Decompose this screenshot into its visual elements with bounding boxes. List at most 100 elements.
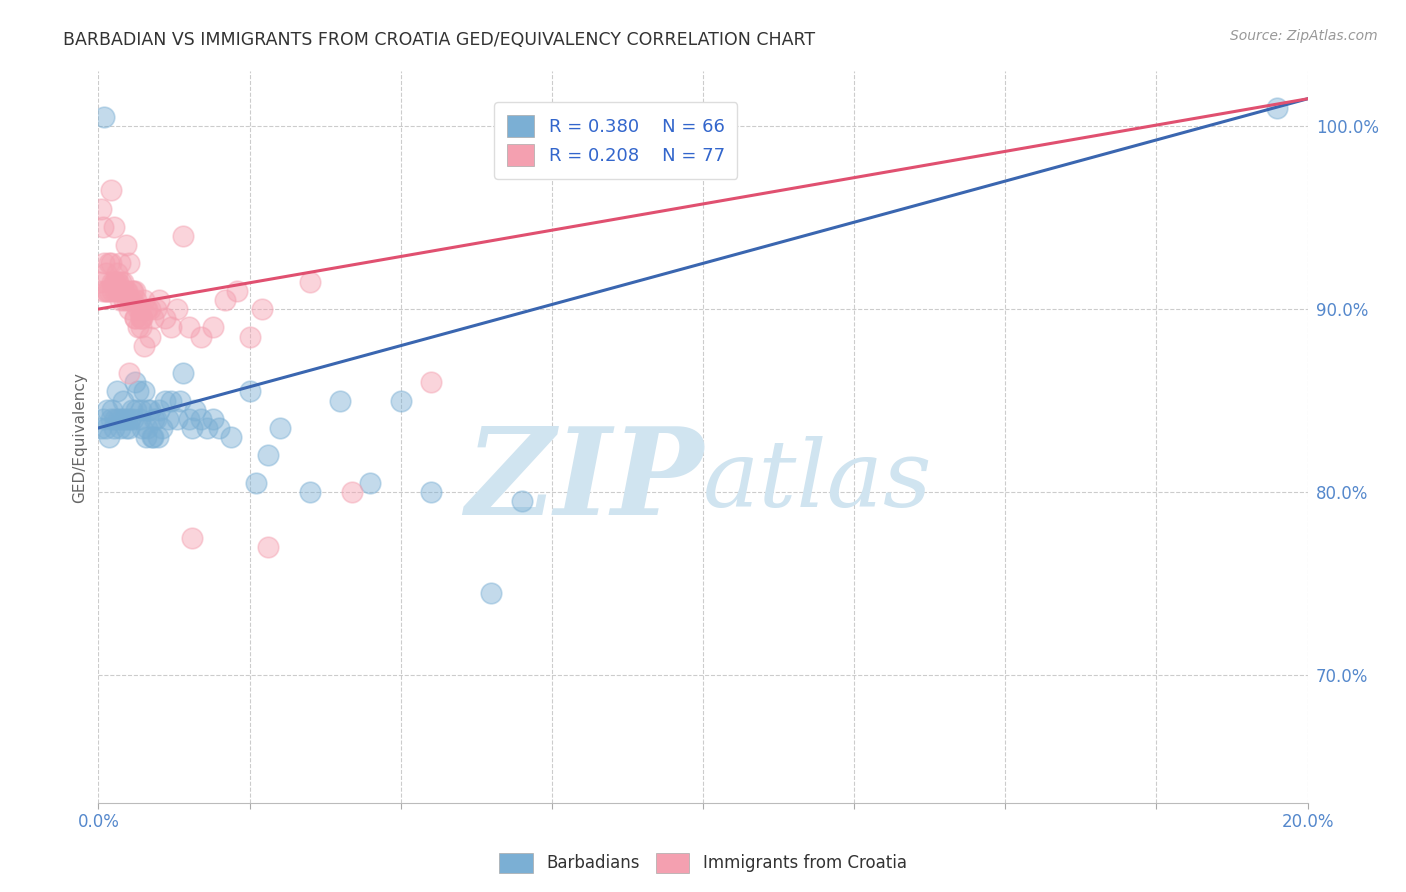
Point — [125, 293, 148, 307]
Point — [135, 421, 157, 435]
Point — [105, 275, 128, 289]
Point — [195, 421, 218, 435]
Point — [250, 301, 273, 317]
Point — [139, 402, 162, 417]
Point — [108, 421, 131, 435]
Point — [166, 301, 188, 317]
Point — [129, 311, 152, 326]
Point — [202, 412, 225, 426]
Point — [100, 402, 122, 417]
Point — [299, 485, 322, 500]
Point — [1267, 101, 1289, 115]
Point — [128, 412, 150, 426]
Point — [93, 110, 115, 124]
Point — [121, 284, 143, 298]
Point — [127, 301, 149, 317]
Point — [96, 284, 118, 298]
Point — [104, 275, 127, 289]
Point — [108, 293, 131, 307]
Point — [124, 311, 146, 326]
Point — [93, 256, 115, 270]
Point — [100, 412, 122, 426]
Point — [129, 402, 152, 417]
Point — [127, 320, 149, 334]
Point — [190, 412, 212, 426]
Point — [160, 393, 183, 408]
Point — [124, 311, 146, 326]
Point — [100, 183, 122, 197]
Point — [94, 421, 117, 435]
Point — [96, 402, 118, 417]
Point — [103, 275, 125, 289]
Point — [221, 430, 243, 444]
Point — [172, 366, 194, 380]
Point — [269, 421, 291, 435]
Point — [139, 301, 162, 317]
Point — [132, 293, 155, 307]
Legend: R = 0.380    N = 66, R = 0.208    N = 77: R = 0.380 N = 66, R = 0.208 N = 77 — [495, 103, 737, 179]
Point — [121, 402, 143, 417]
Point — [112, 412, 135, 426]
Text: atlas: atlas — [703, 436, 932, 526]
Point — [190, 329, 212, 343]
Point — [94, 284, 117, 298]
Point — [208, 421, 231, 435]
Point — [91, 412, 114, 426]
Point — [181, 421, 204, 435]
Y-axis label: GED/Equivalency: GED/Equivalency — [72, 372, 87, 502]
Point — [118, 421, 141, 435]
Point — [127, 384, 149, 399]
Point — [111, 393, 134, 408]
Point — [104, 284, 127, 298]
Point — [202, 320, 225, 334]
Point — [145, 301, 167, 317]
Point — [132, 384, 155, 399]
Point — [239, 329, 262, 343]
Point — [239, 384, 262, 399]
Point — [122, 284, 145, 298]
Point — [112, 293, 135, 307]
Point — [179, 412, 201, 426]
Point — [145, 412, 167, 426]
Point — [107, 284, 129, 298]
Point — [114, 284, 136, 298]
Point — [142, 311, 165, 326]
Point — [420, 376, 443, 390]
Point — [256, 448, 278, 462]
Point — [97, 256, 120, 270]
Point — [107, 412, 129, 426]
Point — [115, 293, 138, 307]
Point — [139, 329, 162, 343]
Point — [108, 256, 131, 270]
Point — [156, 412, 179, 426]
Point — [98, 430, 121, 444]
Point — [118, 256, 141, 270]
Point — [112, 284, 135, 298]
Legend: Barbadians, Immigrants from Croatia: Barbadians, Immigrants from Croatia — [492, 847, 914, 880]
Point — [89, 275, 111, 289]
Point — [160, 320, 183, 334]
Point — [101, 284, 124, 298]
Point — [153, 311, 176, 326]
Point — [181, 531, 204, 545]
Point — [256, 540, 278, 554]
Point — [131, 421, 153, 435]
Point — [104, 412, 127, 426]
Point — [107, 275, 129, 289]
Point — [184, 402, 207, 417]
Point — [148, 402, 170, 417]
Point — [118, 366, 141, 380]
Point — [117, 412, 139, 426]
Point — [98, 284, 121, 298]
Point — [148, 293, 170, 307]
Point — [91, 219, 114, 234]
Point — [110, 275, 132, 289]
Text: ZIP: ZIP — [465, 422, 703, 541]
Point — [105, 384, 128, 399]
Point — [100, 275, 122, 289]
Point — [146, 430, 169, 444]
Point — [150, 421, 173, 435]
Point — [141, 430, 163, 444]
Point — [129, 311, 152, 326]
Point — [214, 293, 236, 307]
